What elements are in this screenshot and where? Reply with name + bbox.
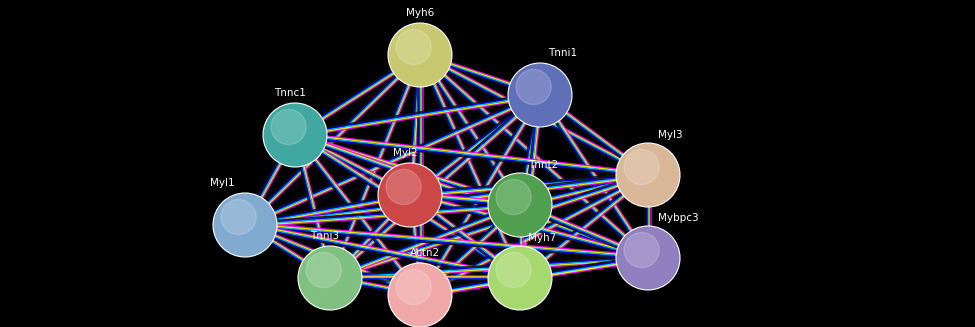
- Circle shape: [388, 263, 452, 327]
- Text: Myl3: Myl3: [658, 130, 682, 140]
- Circle shape: [616, 226, 680, 290]
- Circle shape: [213, 193, 277, 257]
- Circle shape: [396, 269, 431, 304]
- Circle shape: [624, 232, 659, 267]
- Circle shape: [496, 180, 531, 215]
- Circle shape: [306, 252, 341, 288]
- Text: Tnnt2: Tnnt2: [528, 160, 559, 170]
- Circle shape: [271, 110, 306, 145]
- Circle shape: [386, 169, 421, 205]
- Circle shape: [263, 103, 327, 167]
- Text: Tnnc1: Tnnc1: [274, 88, 306, 98]
- Text: Myh7: Myh7: [528, 233, 557, 243]
- Text: Myl1: Myl1: [211, 178, 235, 188]
- Text: Tnni3: Tnni3: [310, 231, 339, 241]
- Circle shape: [378, 163, 442, 227]
- Circle shape: [221, 199, 256, 234]
- Circle shape: [396, 29, 431, 65]
- Circle shape: [616, 143, 680, 207]
- Circle shape: [624, 149, 659, 185]
- Text: Tnni1: Tnni1: [548, 48, 577, 58]
- Circle shape: [388, 23, 452, 87]
- Circle shape: [488, 173, 552, 237]
- Circle shape: [298, 246, 362, 310]
- Circle shape: [496, 252, 531, 288]
- Text: Mybpc3: Mybpc3: [658, 213, 699, 223]
- Circle shape: [508, 63, 572, 127]
- Text: Myh6: Myh6: [406, 8, 434, 18]
- Circle shape: [488, 246, 552, 310]
- Text: Myl2: Myl2: [393, 148, 417, 158]
- Text: Actn2: Actn2: [410, 248, 440, 258]
- Circle shape: [516, 69, 551, 105]
